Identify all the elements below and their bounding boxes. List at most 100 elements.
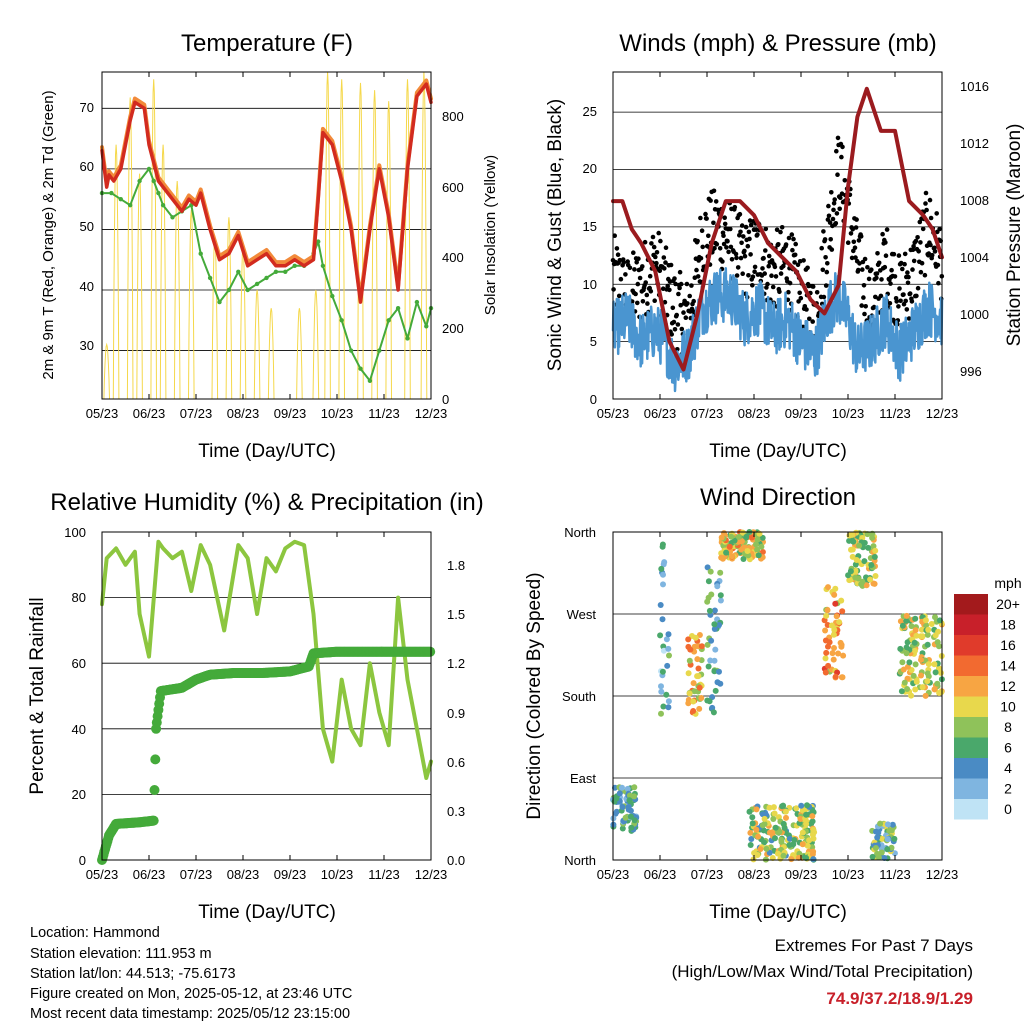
- colorbar-swatch: [954, 676, 988, 697]
- gust-point: [681, 310, 686, 315]
- precip-ytick: 0.9: [447, 706, 465, 721]
- direction-point: [903, 650, 910, 657]
- direction-point: [853, 557, 860, 563]
- gust-point: [810, 284, 816, 289]
- direction-point: [664, 662, 671, 669]
- gust-point: [699, 228, 705, 233]
- direction-point: [934, 680, 941, 687]
- direction-point: [886, 827, 893, 834]
- direction-point: [690, 698, 697, 705]
- temperature-plot-frame: [101, 71, 432, 400]
- gust-point: [746, 273, 751, 278]
- gust-point: [766, 253, 772, 259]
- x-tick-label: 11/23: [368, 406, 400, 421]
- gust-point: [621, 260, 626, 265]
- direction-point: [925, 661, 932, 668]
- gust-point: [902, 251, 908, 257]
- x-tick-label: 12/23: [926, 406, 959, 421]
- gust-point: [805, 265, 810, 271]
- gust-point: [653, 254, 658, 260]
- humidity-title: Relative Humidity (%) & Precipitation (i…: [50, 489, 483, 516]
- direction-point: [828, 622, 835, 629]
- gust-point: [786, 289, 791, 295]
- gust-point: [927, 197, 933, 203]
- direction-point: [716, 668, 722, 675]
- direction-point: [711, 657, 718, 664]
- x-tick-label: 09/23: [274, 406, 307, 421]
- gust-point: [615, 252, 621, 257]
- extreme-sep: /: [935, 989, 940, 1008]
- pressure-ytick: 1008: [960, 193, 989, 208]
- gust-point: [810, 319, 815, 324]
- direction-point: [717, 592, 724, 599]
- direction-point: [661, 559, 668, 566]
- direction-point: [658, 710, 664, 717]
- x-tick-label: 05/23: [86, 406, 119, 421]
- gust-point: [735, 265, 741, 270]
- direction-point: [687, 646, 694, 653]
- gust-point: [643, 280, 648, 285]
- direction-point: [822, 669, 829, 676]
- direction-point: [846, 532, 853, 539]
- winds-series: [610, 86, 945, 393]
- colorbar-label: 2: [1004, 781, 1012, 797]
- gust-point: [906, 274, 911, 280]
- direction-point: [912, 661, 919, 668]
- direction-point: [906, 659, 913, 666]
- gust-point: [634, 260, 639, 265]
- colorbar-label: 4: [1004, 760, 1012, 776]
- gust-point: [647, 273, 653, 279]
- x-tick-label: 10/23: [321, 867, 354, 882]
- direction-point: [729, 553, 736, 560]
- solar-ytick: 0: [442, 392, 449, 407]
- direction-point: [628, 824, 635, 831]
- gust-point: [789, 232, 795, 237]
- gust-point: [892, 274, 898, 279]
- solar-insolation-pulse: [136, 173, 143, 400]
- direction-point: [884, 821, 891, 828]
- direction-point: [825, 643, 831, 650]
- gust-point: [755, 232, 760, 237]
- direction-point: [658, 565, 665, 572]
- winds-plot-frame: [612, 71, 943, 400]
- gust-point: [879, 277, 884, 282]
- gust-point: [695, 238, 700, 244]
- humidity-x-label: Time (Day/UTC): [198, 902, 336, 923]
- solar-insolation-pulse: [338, 79, 345, 400]
- gust-point: [792, 252, 798, 258]
- direction-point: [838, 597, 845, 604]
- direction-point: [832, 585, 839, 592]
- precip-ytick: 1.2: [447, 656, 465, 671]
- direction-point: [918, 626, 925, 633]
- direction-point: [932, 614, 938, 621]
- gust-point: [823, 283, 829, 288]
- gust-point: [910, 247, 916, 252]
- gust-point: [676, 291, 681, 297]
- gust-point: [738, 229, 743, 235]
- gust-point: [645, 301, 650, 306]
- gust-point: [853, 255, 858, 260]
- rh-ytick: 0: [79, 853, 86, 868]
- gust-point: [728, 226, 733, 232]
- gust-point: [728, 244, 734, 250]
- gust-point: [742, 248, 747, 254]
- direction-point: [850, 538, 857, 545]
- direction-point: [870, 580, 877, 587]
- dir-ytick: North: [564, 525, 596, 540]
- gust-point: [856, 238, 862, 243]
- gust-point: [700, 244, 705, 250]
- gust-point: [801, 258, 806, 263]
- gust-point: [905, 270, 910, 275]
- gust-point: [932, 245, 937, 251]
- gust-point: [831, 207, 836, 213]
- solar-insolation-pulse: [385, 101, 392, 400]
- direction-point: [782, 808, 789, 815]
- gust-point: [915, 285, 921, 291]
- extreme-max-wind: 18.9: [902, 989, 935, 1008]
- direction-point: [716, 622, 722, 628]
- gust-point: [662, 266, 667, 271]
- direction-point: [747, 829, 754, 836]
- direction-point: [616, 790, 623, 797]
- colorbar-swatch: [954, 614, 988, 635]
- direction-point: [660, 703, 667, 710]
